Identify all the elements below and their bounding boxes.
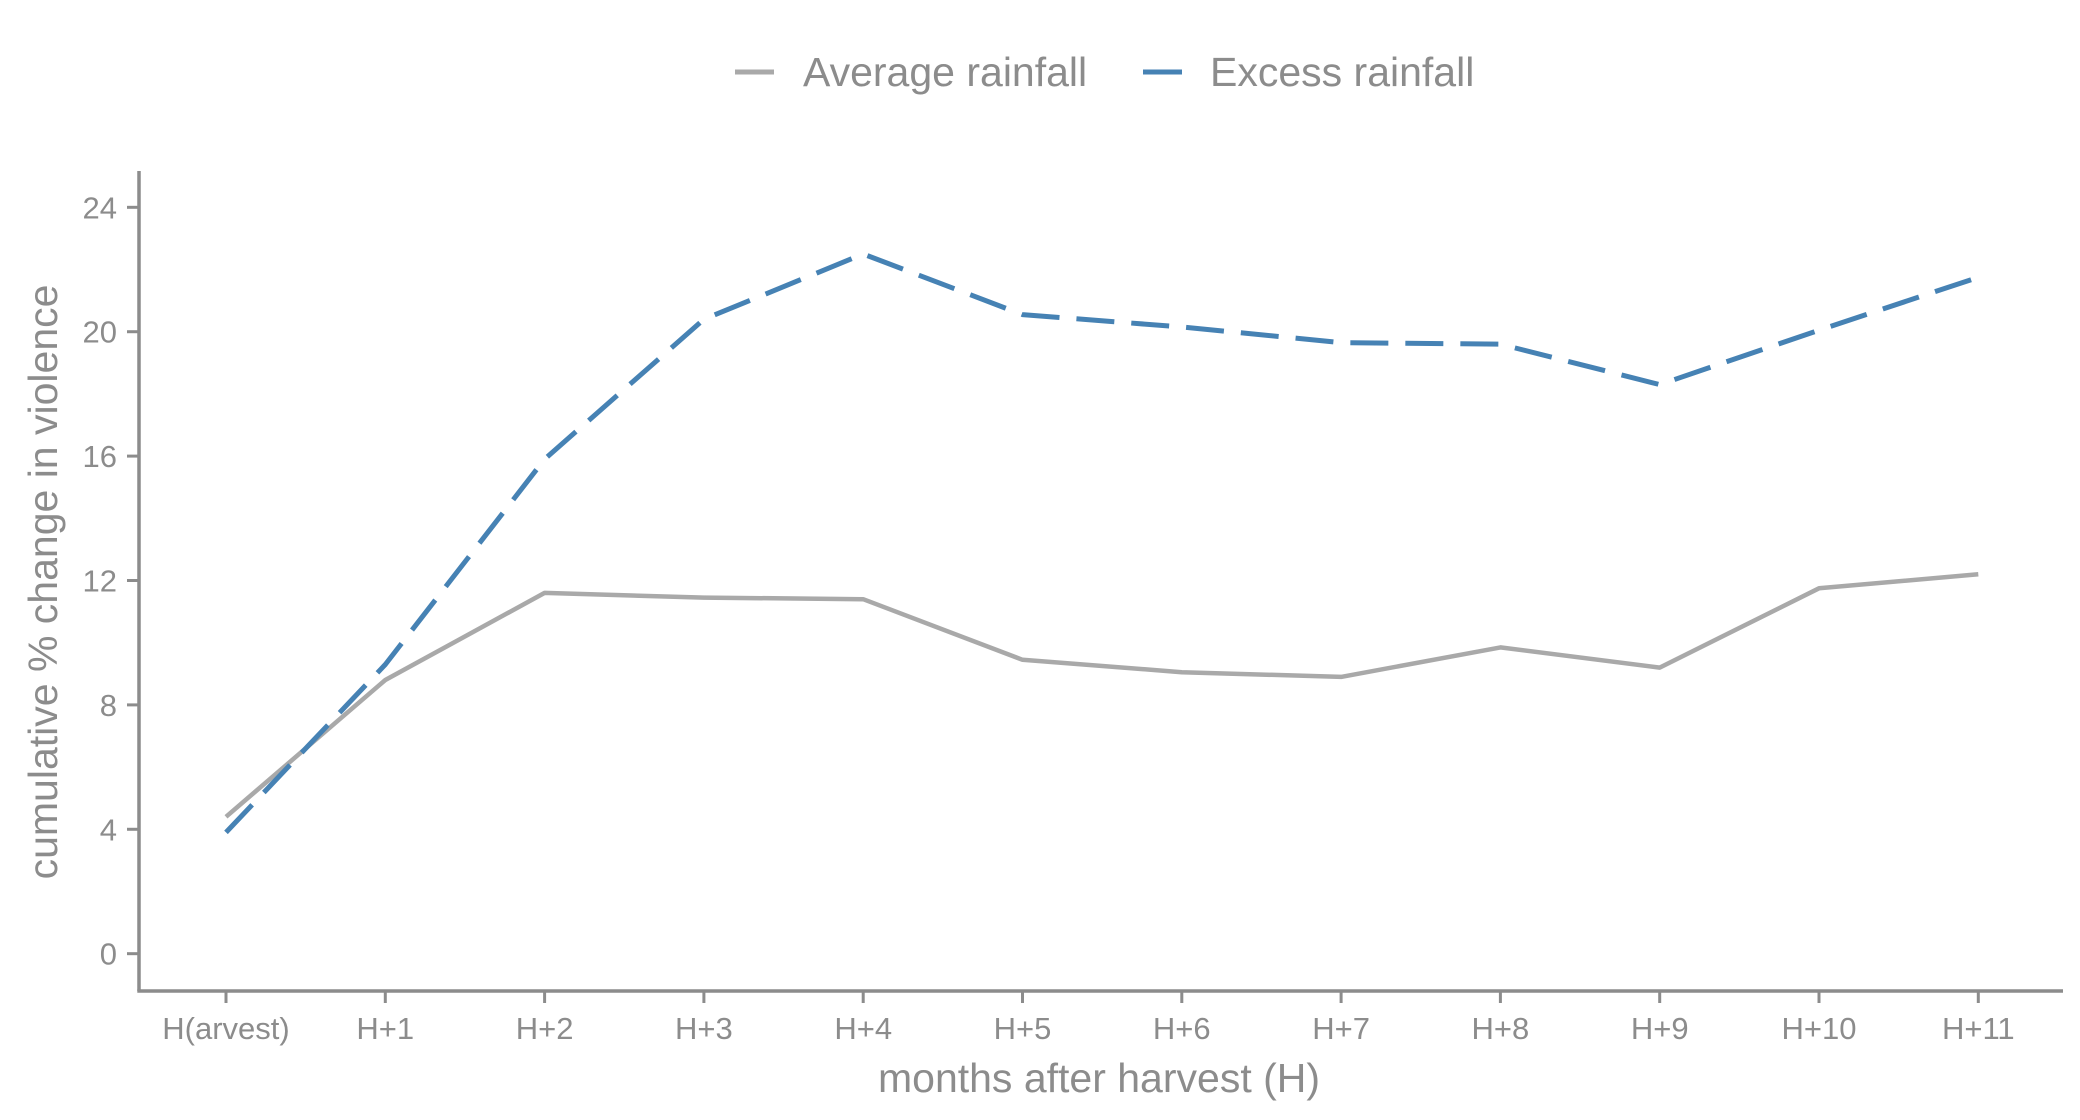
series-line-excess-rainfall	[224, 251, 1980, 835]
legend-label-average-rainfall: Average rainfall	[803, 49, 1087, 95]
x-tick-label: H+1	[356, 1011, 414, 1046]
y-tick-label: 4	[100, 812, 117, 847]
x-tick-label: H+7	[1312, 1011, 1370, 1046]
legend: Average rainfall Excess rainfall	[735, 49, 1474, 95]
x-tick-label: H+5	[994, 1011, 1052, 1046]
y-tick-label: 12	[83, 564, 117, 599]
y-tick-label: 16	[83, 439, 117, 474]
y-tick-label: 0	[100, 937, 117, 972]
y-tick-label: 8	[100, 688, 117, 723]
x-axis-ticks: H(arvest) H+1 H+2 H+3 H+4 H+5 H+6 H+7 H+8 H+9 H+10…	[162, 991, 2015, 1046]
x-tick-label: H+10	[1782, 1011, 1857, 1046]
x-tick-label: H+3	[675, 1011, 733, 1046]
x-axis-title: months after harvest (H)	[878, 1055, 1320, 1101]
x-tick-label: H+8	[1472, 1011, 1530, 1046]
x-tick-label: H+11	[1942, 1011, 2015, 1046]
x-tick-label: H(arvest)	[162, 1011, 289, 1046]
series-layer	[224, 251, 1980, 835]
legend-label-excess-rainfall: Excess rainfall	[1210, 49, 1474, 95]
y-axis-ticks: 0 4 8 12 16 20 24	[83, 190, 139, 972]
x-tick-label: H+4	[834, 1011, 892, 1046]
series-line-average-rainfall	[224, 572, 1979, 819]
y-tick-label: 20	[83, 315, 117, 350]
x-tick-label: H+2	[516, 1011, 574, 1046]
y-axis-title: cumulative % change in violence	[20, 285, 66, 880]
x-tick-label: H+9	[1631, 1011, 1689, 1046]
y-tick-label: 24	[83, 190, 117, 225]
x-tick-label: H+6	[1153, 1011, 1211, 1046]
